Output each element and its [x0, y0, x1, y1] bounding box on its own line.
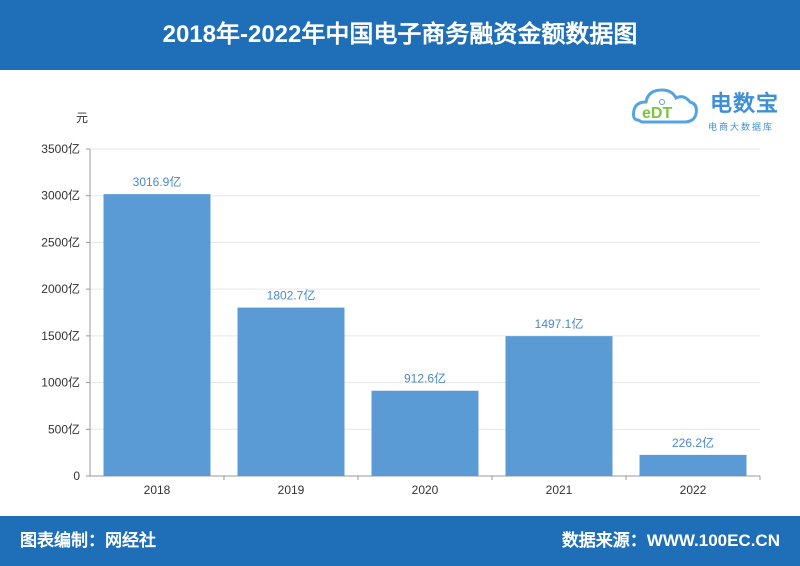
chart-title: 2018年-2022年中国电子商务融资金额数据图 — [162, 21, 638, 48]
bar-2018 — [103, 194, 211, 476]
y-axis-unit: 元 — [76, 111, 88, 125]
y-tick-label: 3000亿 — [41, 188, 80, 203]
data-label-2020: 912.6亿 — [404, 371, 446, 386]
logo-icon: eDT — [632, 88, 698, 124]
y-tick-label: 1000亿 — [41, 375, 80, 390]
footer-bar: 图表编制：网经社 数据来源：WWW.100EC.CN — [0, 516, 800, 566]
logo-subtitle: 电商大数据库 — [708, 122, 775, 132]
y-tick-label: 2500亿 — [41, 234, 80, 249]
chart-header: 2018年-2022年中国电子商务融资金额数据图 — [0, 0, 800, 70]
y-tick-label: 3500亿 — [41, 141, 80, 156]
bar-2019 — [237, 307, 345, 476]
bar-2021 — [505, 336, 613, 476]
footer-source: 数据来源：WWW.100EC.CN — [561, 531, 780, 550]
x-tick-label-2022: 2022 — [680, 483, 707, 497]
x-tick-label-2019: 2019 — [278, 483, 305, 497]
y-tick-label: 2000亿 — [41, 281, 80, 296]
y-tick-label: 1500亿 — [41, 328, 80, 343]
logo-mark: eDT — [642, 105, 672, 122]
y-tick-label: 0 — [73, 469, 80, 483]
y-tick-label: 500亿 — [48, 421, 80, 436]
data-label-2018: 3016.9亿 — [133, 174, 182, 189]
bar-chart: 元 0 500亿 1000亿 1500亿 2000亿 2500亿 3000亿 3500亿 3016… — [41, 111, 761, 497]
x-tick-label-2018: 2018 — [144, 483, 171, 497]
bar-2022 — [639, 454, 747, 476]
data-label-2021: 1497.1亿 — [535, 316, 584, 331]
data-label-2019: 1802.7亿 — [267, 288, 316, 303]
logo-name: 电数宝 — [710, 91, 780, 116]
x-tick-label-2021: 2021 — [546, 483, 573, 497]
bar-2020 — [371, 390, 479, 476]
x-tick-label-2020: 2020 — [412, 483, 439, 497]
footer-credit: 图表编制：网经社 — [20, 531, 156, 550]
data-label-2022: 226.2亿 — [672, 435, 714, 450]
